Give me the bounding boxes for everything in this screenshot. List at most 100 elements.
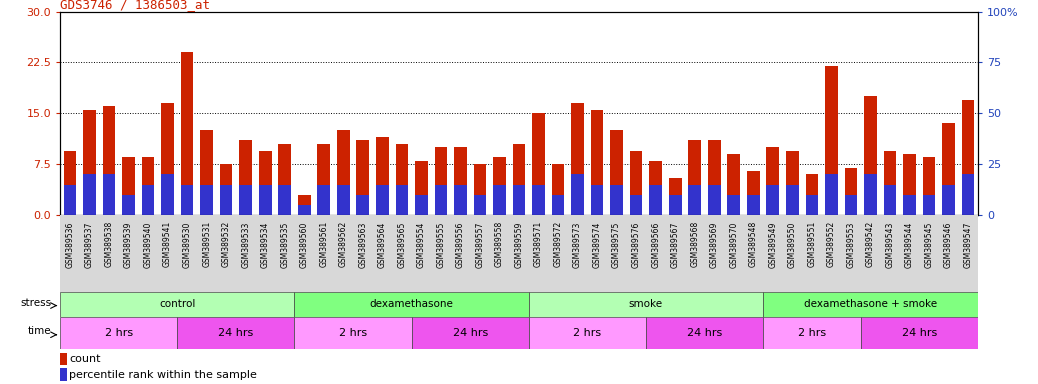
Text: GSM389539: GSM389539 bbox=[124, 221, 133, 268]
Bar bbox=[63, 151, 77, 215]
Bar bbox=[473, 195, 486, 215]
Bar bbox=[435, 185, 447, 215]
Bar bbox=[532, 113, 545, 215]
Bar bbox=[668, 178, 682, 215]
Text: GSM389536: GSM389536 bbox=[65, 221, 75, 268]
Bar bbox=[200, 185, 213, 215]
Text: 24 hrs: 24 hrs bbox=[453, 328, 488, 338]
Bar bbox=[258, 185, 272, 215]
Bar bbox=[747, 171, 760, 215]
Bar bbox=[845, 167, 857, 215]
Text: smoke: smoke bbox=[629, 299, 663, 310]
Text: GSM389565: GSM389565 bbox=[398, 221, 406, 268]
Text: GSM389546: GSM389546 bbox=[944, 221, 953, 268]
Bar bbox=[60, 369, 66, 381]
Bar bbox=[766, 147, 780, 215]
Text: GSM389559: GSM389559 bbox=[515, 221, 523, 268]
Bar bbox=[415, 161, 428, 215]
Bar bbox=[610, 130, 623, 215]
Bar bbox=[278, 185, 291, 215]
Bar bbox=[240, 185, 252, 215]
Text: GSM389555: GSM389555 bbox=[436, 221, 445, 268]
Bar bbox=[122, 157, 135, 215]
Bar bbox=[864, 96, 877, 215]
Text: GSM389545: GSM389545 bbox=[925, 221, 933, 268]
Bar bbox=[923, 195, 935, 215]
Text: time: time bbox=[28, 326, 51, 336]
Bar bbox=[708, 185, 720, 215]
Bar bbox=[103, 106, 115, 215]
Text: percentile rank within the sample: percentile rank within the sample bbox=[70, 370, 257, 380]
Bar bbox=[220, 164, 233, 215]
Bar bbox=[395, 144, 408, 215]
Text: GSM389553: GSM389553 bbox=[846, 221, 855, 268]
Text: dexamethasone + smoke: dexamethasone + smoke bbox=[803, 299, 937, 310]
Text: GSM389576: GSM389576 bbox=[632, 221, 640, 268]
Bar bbox=[805, 195, 818, 215]
Text: GSM389537: GSM389537 bbox=[85, 221, 94, 268]
Bar bbox=[708, 141, 720, 215]
Bar bbox=[395, 185, 408, 215]
Text: GSM389554: GSM389554 bbox=[417, 221, 426, 268]
Bar bbox=[295, 292, 528, 317]
Bar bbox=[528, 317, 646, 349]
Bar bbox=[473, 164, 486, 215]
Text: GSM389557: GSM389557 bbox=[475, 221, 485, 268]
Bar bbox=[278, 144, 291, 215]
Text: GSM389563: GSM389563 bbox=[358, 221, 367, 268]
Bar bbox=[903, 154, 916, 215]
Text: GSM389569: GSM389569 bbox=[710, 221, 718, 268]
Bar bbox=[415, 195, 428, 215]
Text: control: control bbox=[159, 299, 195, 310]
Text: stress: stress bbox=[20, 298, 51, 308]
Bar bbox=[161, 174, 174, 215]
Bar bbox=[376, 185, 388, 215]
Bar bbox=[688, 185, 701, 215]
Bar bbox=[177, 317, 295, 349]
Bar bbox=[650, 161, 662, 215]
Text: 2 hrs: 2 hrs bbox=[573, 328, 601, 338]
Text: GSM389573: GSM389573 bbox=[573, 221, 582, 268]
Bar bbox=[552, 195, 565, 215]
Bar bbox=[786, 185, 798, 215]
Text: 2 hrs: 2 hrs bbox=[798, 328, 826, 338]
Bar bbox=[825, 174, 838, 215]
Bar bbox=[493, 185, 506, 215]
Bar bbox=[318, 185, 330, 215]
Text: GSM389566: GSM389566 bbox=[651, 221, 660, 268]
Bar bbox=[60, 353, 66, 365]
Bar bbox=[825, 66, 838, 215]
Text: GSM389540: GSM389540 bbox=[143, 221, 153, 268]
Bar bbox=[943, 124, 955, 215]
Text: GSM389543: GSM389543 bbox=[885, 221, 895, 268]
Bar bbox=[805, 174, 818, 215]
Bar bbox=[435, 147, 447, 215]
Text: count: count bbox=[70, 354, 101, 364]
Bar bbox=[883, 151, 896, 215]
Text: GSM389535: GSM389535 bbox=[280, 221, 290, 268]
Bar bbox=[668, 195, 682, 215]
Bar bbox=[688, 141, 701, 215]
Bar bbox=[376, 137, 388, 215]
Bar bbox=[903, 195, 916, 215]
Bar bbox=[728, 154, 740, 215]
Bar bbox=[142, 157, 155, 215]
Bar bbox=[630, 195, 643, 215]
Bar bbox=[63, 185, 77, 215]
Bar bbox=[356, 195, 370, 215]
Bar bbox=[845, 195, 857, 215]
Text: GSM389562: GSM389562 bbox=[338, 221, 348, 267]
Text: GSM389534: GSM389534 bbox=[261, 221, 270, 268]
Text: GSM389548: GSM389548 bbox=[748, 221, 758, 267]
Bar bbox=[356, 141, 370, 215]
Bar bbox=[883, 185, 896, 215]
Bar bbox=[200, 130, 213, 215]
Bar bbox=[591, 110, 603, 215]
Text: GDS3746 / 1386503_at: GDS3746 / 1386503_at bbox=[60, 0, 211, 12]
Bar bbox=[552, 164, 565, 215]
Text: 24 hrs: 24 hrs bbox=[687, 328, 722, 338]
Bar bbox=[181, 52, 193, 215]
Bar bbox=[122, 195, 135, 215]
Text: GSM389552: GSM389552 bbox=[827, 221, 836, 267]
Bar bbox=[298, 205, 310, 215]
